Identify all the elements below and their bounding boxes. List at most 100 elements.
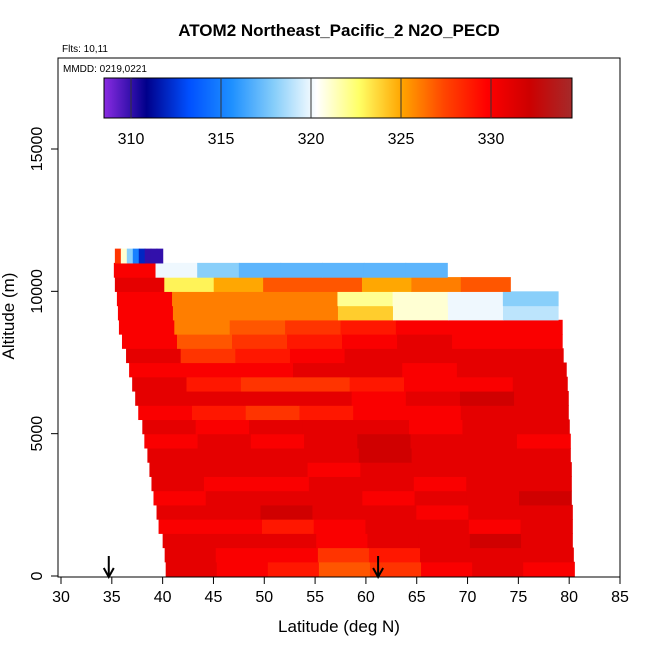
heatmap-cell (417, 519, 470, 534)
heatmap-cell (162, 533, 215, 549)
heatmap-cell (521, 533, 573, 549)
heatmap-cell (195, 419, 250, 435)
heatmap-cell (361, 277, 412, 292)
heatmap-cell (254, 462, 309, 477)
heatmap-cell (153, 490, 207, 506)
heatmap-cell (297, 390, 353, 406)
heatmap-cell (357, 433, 412, 449)
heatmap-cell (472, 561, 524, 577)
heatmap-cell (172, 305, 229, 321)
heatmap-cell (367, 533, 420, 549)
heatmap-cell (460, 405, 516, 421)
heatmap-cell (287, 334, 343, 349)
heatmap-cell (369, 561, 422, 577)
heatmap-cell (215, 547, 268, 563)
heatmap-cell (240, 376, 296, 392)
heatmap-cell (468, 519, 522, 534)
heatmap-cell (462, 419, 517, 435)
heatmap-cell (208, 504, 262, 520)
heatmap-cell (203, 476, 257, 492)
heatmap-cell (360, 462, 414, 477)
heatmap-cell (471, 547, 523, 563)
heatmap-cell (463, 433, 518, 449)
heatmap-cell (413, 476, 467, 492)
heatmap-cell (138, 405, 193, 421)
dates-label: MMDD: 0219,0221 (63, 64, 147, 75)
heatmap-cell (299, 405, 354, 421)
heatmap-cell (512, 376, 568, 392)
heatmap-cell (416, 504, 469, 520)
heatmap-cell (144, 248, 152, 264)
heatmap-cell (189, 390, 245, 406)
heatmap-cell (337, 291, 394, 307)
heatmap-cell (464, 447, 518, 463)
heatmap-cell (362, 490, 416, 506)
plot-frame (57, 57, 621, 578)
heatmap-cell (307, 462, 361, 477)
heatmap-cell (213, 533, 266, 549)
heatmap-cell (507, 334, 563, 349)
heatmap-cell (342, 334, 398, 349)
heatmap-cell (452, 334, 508, 349)
heatmap-cell (135, 390, 190, 406)
y-tick-label: 5000 (29, 416, 46, 452)
heatmap-cell (363, 262, 407, 278)
heatmap-cell (210, 519, 263, 534)
heatmap-cell (260, 504, 314, 520)
heatmap-cell (519, 490, 572, 506)
heatmap-cell (502, 291, 559, 307)
heatmap-cell (156, 248, 164, 264)
heatmap-cell (395, 319, 452, 335)
x-tick-label: 85 (611, 589, 629, 606)
heatmap-cell (414, 490, 468, 506)
heatmap-cell (132, 376, 188, 392)
heatmap-cell (117, 305, 174, 321)
heatmap-cell (515, 419, 570, 435)
heatmap-cell (514, 405, 569, 421)
heatmap-cell (514, 390, 569, 406)
heatmap-cell (126, 348, 182, 364)
heatmap-cell (411, 447, 466, 463)
y-tick-label: 0 (29, 571, 46, 580)
heatmap-cell (227, 291, 283, 307)
heatmap-cell (413, 462, 467, 477)
heatmap-cell (151, 476, 205, 492)
heatmap-cell (147, 447, 201, 463)
x-tick-label: 40 (154, 589, 172, 606)
heatmap-cell (295, 376, 351, 392)
heatmap-cell (304, 433, 358, 449)
heatmap-cell (138, 248, 146, 264)
heatmap-cell (197, 433, 252, 449)
heatmap-cell (420, 547, 472, 563)
y-tick-label: 10000 (29, 269, 46, 314)
heatmap-cell (402, 362, 458, 378)
colorbar-tick-label: 325 (388, 131, 415, 148)
heatmap-cell (114, 248, 122, 264)
heatmap-cell (144, 433, 199, 449)
heatmap-cell (216, 561, 269, 577)
x-tick-label: 30 (52, 589, 70, 606)
heatmap-cell (404, 376, 459, 392)
heatmap-cell (164, 277, 215, 292)
heatmap-cell (129, 362, 185, 378)
heatmap-cell (447, 291, 504, 307)
heatmap-cell (289, 348, 346, 364)
heatmap-cell (516, 433, 571, 449)
flights-label: Flts: 10,11 (62, 44, 108, 55)
x-tick-label: 65 (408, 589, 426, 606)
heatmap-cell (405, 390, 461, 406)
heatmap-cell (305, 447, 360, 463)
heatmap-cell (235, 348, 291, 364)
heatmap-cell (238, 362, 294, 378)
colorbar-tick-label: 330 (478, 131, 505, 148)
colorbar-tick-label: 315 (208, 131, 235, 148)
heatmap-cell (142, 419, 197, 435)
colorbar-tick-label: 320 (298, 131, 325, 148)
heatmap-cell (466, 476, 520, 492)
y-tick-label: 15000 (29, 127, 46, 172)
heatmap-cell (313, 519, 366, 534)
heatmap-cell (318, 561, 371, 577)
heatmap-cell (506, 319, 563, 335)
heatmap-cell (172, 291, 228, 307)
